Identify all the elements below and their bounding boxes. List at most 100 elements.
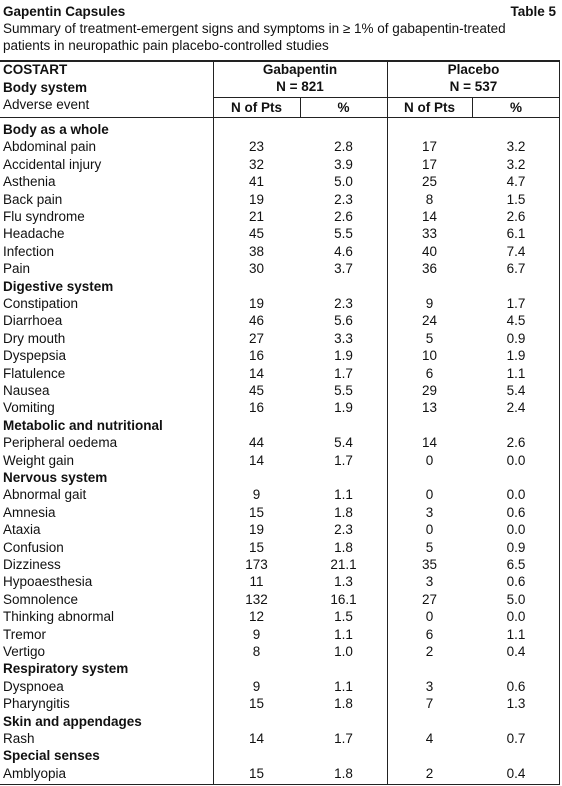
event-name: Accidental injury: [3, 156, 102, 172]
cell-value: 4.6: [334, 243, 353, 259]
cell-value: 1.1: [334, 626, 353, 642]
cell-value: 1.8: [334, 696, 353, 712]
cell-value: 15: [248, 765, 265, 781]
cell-value: 8: [425, 191, 434, 207]
cell-value: 19: [248, 296, 265, 311]
rule: [0, 117, 560, 118]
cell-value: 5.5: [334, 226, 353, 242]
cell-value: 1.9: [334, 400, 353, 416]
rule: [213, 60, 214, 785]
event-name: Weight gain: [3, 452, 75, 468]
section-header: Respiratory system: [3, 661, 129, 677]
title: Gapentin Capsules: [3, 4, 126, 19]
cell-value: 6.7: [506, 261, 526, 277]
event-name: Diarrhoea: [3, 313, 63, 329]
cell-value: 1.8: [334, 765, 353, 781]
event-name: Pain: [3, 261, 31, 277]
column-header: Adverse event: [3, 97, 90, 112]
event-name: Asthenia: [3, 174, 56, 190]
cell-value: 1.1: [334, 487, 353, 503]
cell-value: 2.6: [334, 209, 353, 224]
cell-value: 40: [421, 243, 438, 259]
rule: [387, 60, 388, 785]
cell-value: 2.6: [506, 209, 526, 224]
cell-value: 1.8: [334, 539, 353, 555]
subheader: %: [509, 100, 522, 115]
event-name: Vertigo: [3, 644, 46, 659]
cell-value: 1.7: [334, 452, 353, 468]
cell-value: 1.9: [334, 348, 353, 364]
event-name: Abnormal gait: [3, 487, 87, 503]
event-name: Vomiting: [3, 400, 55, 416]
rule: [0, 60, 560, 62]
event-name: Abdominal pain: [3, 139, 97, 155]
cell-value: 27: [421, 591, 438, 607]
rule: [559, 60, 560, 785]
cell-value: 6.1: [506, 226, 526, 242]
cell-value: 1.3: [334, 574, 353, 590]
cell-value: 8: [252, 644, 261, 659]
event-name: Dyspnoea: [3, 678, 64, 694]
cell-value: 132: [245, 591, 268, 607]
cell-value: 0.4: [506, 644, 526, 659]
event-name: Confusion: [3, 539, 64, 555]
cell-value: 1.5: [506, 191, 526, 207]
cell-value: 45: [248, 383, 265, 398]
cell-value: 14: [421, 209, 438, 224]
cell-value: 16: [248, 348, 265, 364]
subheader: N of Pts: [230, 100, 282, 115]
cell-value: 3.7: [334, 261, 353, 277]
cell-value: 2.6: [506, 435, 526, 451]
group-n: N = 821: [276, 79, 324, 94]
cell-value: 9: [252, 626, 261, 642]
cell-value: 14: [248, 452, 265, 468]
cell-value: 3.2: [506, 156, 526, 172]
rule: [213, 97, 560, 98]
section-header: Digestive system: [3, 278, 114, 294]
cell-value: 19: [248, 191, 265, 207]
cell-value: 41: [248, 174, 265, 190]
cell-value: 10: [421, 348, 438, 364]
event-name: Back pain: [3, 191, 63, 207]
cell-value: 16.1: [330, 591, 357, 607]
cell-value: 9: [252, 678, 261, 694]
cell-value: 4: [425, 731, 434, 746]
cell-value: 0.6: [506, 574, 526, 590]
rule: [472, 97, 473, 117]
event-name: Flu syndrome: [3, 209, 85, 224]
cell-value: 30: [248, 261, 265, 277]
cell-value: 5.0: [506, 591, 526, 607]
column-header: Body system: [3, 80, 88, 95]
cell-value: 25: [421, 174, 438, 190]
cell-value: 0.6: [506, 504, 526, 520]
cell-value: 0.0: [506, 522, 526, 538]
subtitle: patients in neuropathic pain placebo-con…: [3, 38, 329, 53]
section-header: Skin and appendages: [3, 713, 142, 729]
rule: [300, 97, 301, 117]
event-name: Dizziness: [3, 557, 61, 572]
event-name: Peripheral oedema: [3, 435, 118, 451]
cell-value: 5.4: [334, 435, 353, 451]
cell-value: 0.9: [506, 330, 526, 346]
cell-value: 45: [248, 226, 265, 242]
event-name: Amnesia: [3, 504, 56, 520]
section-header: Metabolic and nutritional: [3, 417, 163, 433]
cell-value: 15: [248, 504, 265, 520]
event-name: Flatulence: [3, 365, 66, 381]
cell-value: 2.3: [334, 522, 353, 538]
cell-value: 14: [248, 731, 265, 746]
cell-value: 13: [421, 400, 438, 416]
cell-value: 1.9: [506, 348, 526, 364]
cell-value: 5.6: [334, 313, 353, 329]
event-name: Infection: [3, 243, 55, 259]
cell-value: 2: [425, 765, 434, 781]
event-name: Hypoaesthesia: [3, 574, 93, 590]
cell-value: 1.5: [334, 609, 353, 625]
section-header: Body as a whole: [3, 122, 109, 137]
cell-value: 38: [248, 243, 265, 259]
subheader: N of Pts: [403, 100, 455, 115]
cell-value: 2.3: [334, 191, 353, 207]
cell-value: 5.0: [334, 174, 353, 190]
cell-value: 7.4: [506, 243, 526, 259]
cell-value: 1.1: [506, 626, 526, 642]
